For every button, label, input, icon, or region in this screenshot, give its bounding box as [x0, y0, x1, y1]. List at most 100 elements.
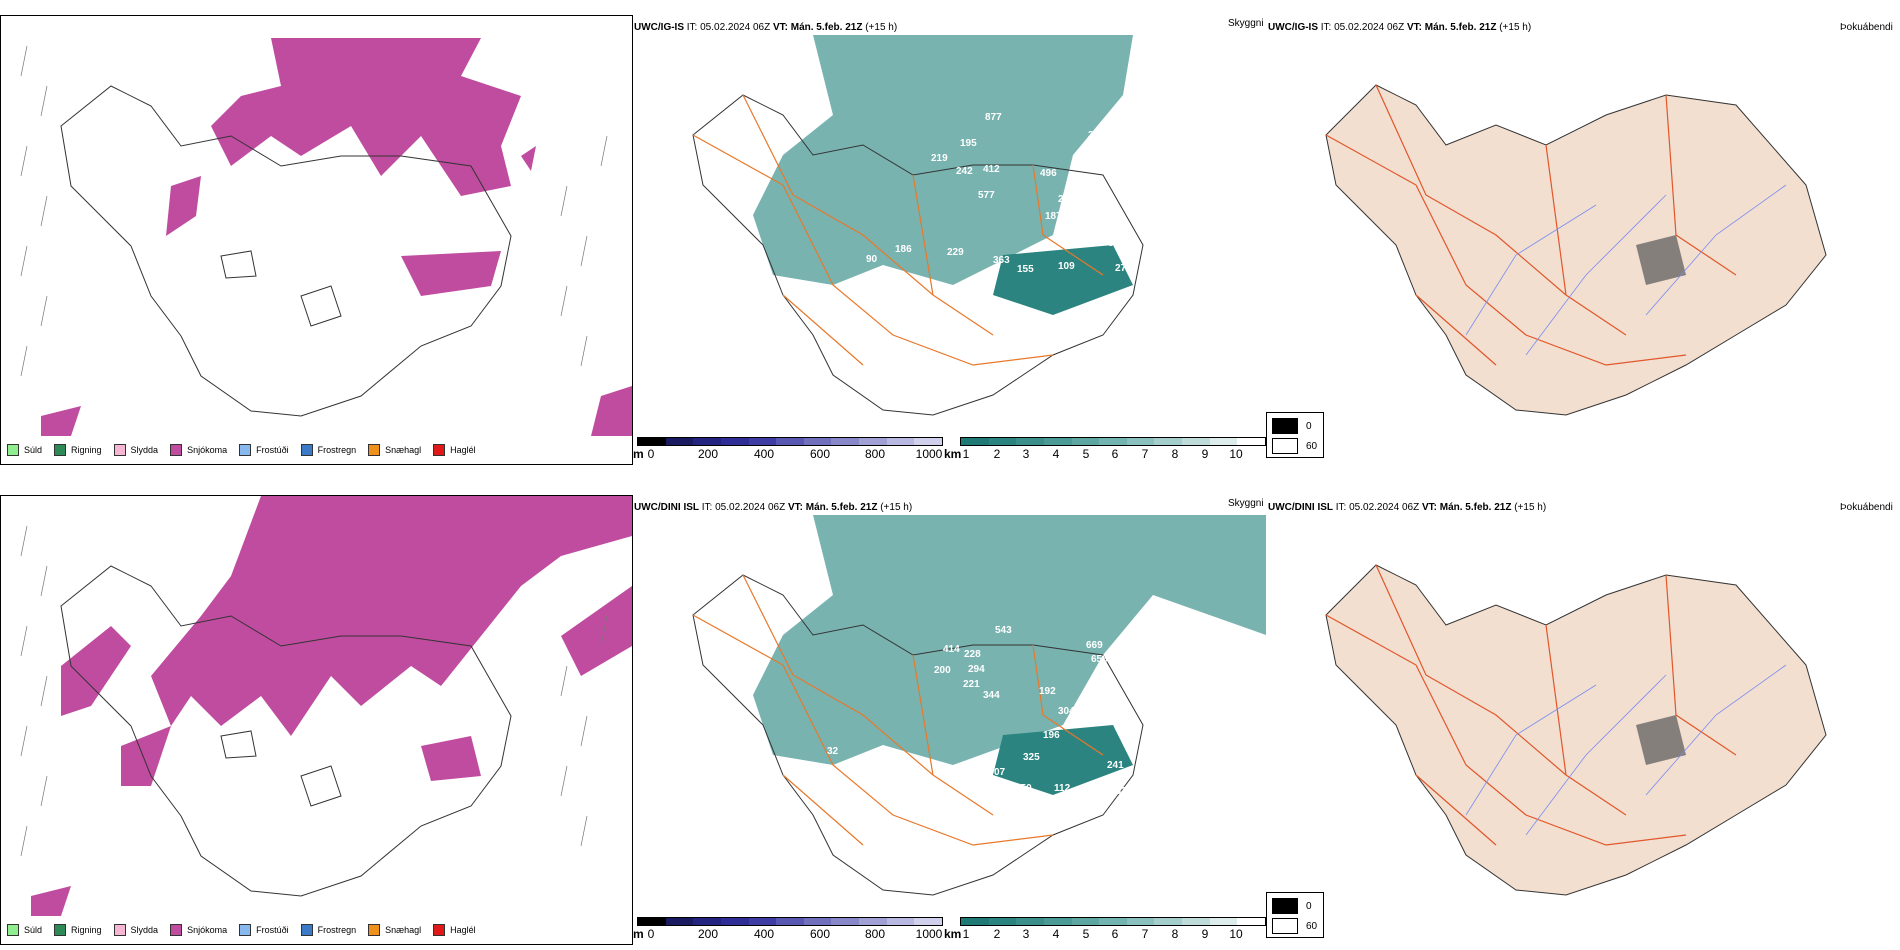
vis-label-3: 228	[964, 649, 981, 660]
visibility-tick: 2	[993, 447, 1001, 461]
vis-label-14: 241	[1107, 760, 1124, 771]
fog-legend-60: 60	[1272, 918, 1317, 934]
precip-type-svg-2	[20, 496, 632, 916]
ceiling-tick: 400	[753, 927, 775, 941]
legend-item-slydda: Slydda	[113, 444, 158, 456]
ceiling-tick: 1000	[915, 447, 943, 461]
vis-label-19: 90	[866, 254, 878, 265]
visibility-tick: 4	[1052, 447, 1060, 461]
map-title-fog-2: UWC/DINI ISL IT: 05.02.2024 06Z VT: Mán.…	[1268, 502, 1547, 513]
vis-label-8: 669	[1086, 640, 1103, 651]
iceland-outline	[692, 94, 1144, 416]
visibility-tick: 1	[962, 927, 970, 941]
vis-label-1: 877	[985, 112, 1002, 123]
visibility-value-labels: 543 414 228 200 294 221 344 669 658 192 …	[827, 625, 1127, 799]
ceiling-tick: 200	[697, 927, 719, 941]
visibility-tick: 5	[1082, 927, 1090, 941]
vis-label-21: 31	[844, 788, 856, 799]
vis-label-10: 187	[1045, 211, 1062, 222]
legend-item-snaehagl: Snæhagl	[368, 444, 421, 456]
visibility-tick: 10	[1229, 447, 1243, 461]
low-visibility-shading	[993, 245, 1133, 315]
row-1: UWC/IG-IS IT: 05.02.2024 06Z VT: Mán. 5.…	[0, 0, 1900, 470]
ceiling-unit: m	[633, 927, 644, 941]
rivers	[1465, 184, 1787, 356]
vis-label-23: 07	[994, 767, 1006, 778]
panel-type-fog-1: Þokuábendi	[1840, 22, 1893, 33]
visibility-tick: 6	[1111, 927, 1119, 941]
roads	[692, 574, 1104, 846]
legend-item-rigning: Rigning	[54, 444, 102, 456]
vis-label-6: 221	[963, 679, 980, 690]
vis-label-16: 228	[893, 760, 910, 771]
panel-type-visibility-1: Skyggni	[1228, 18, 1264, 29]
ceiling-colorbar-segments	[637, 917, 943, 926]
precip-type-map-2: Súld Rigning Slydda Snjókoma Frostúði Fr…	[0, 495, 633, 945]
legend-item-rigning: Rigning	[54, 924, 102, 936]
precip-type-map-1: Súld Rigning Slydda Snjókoma Frostúði Fr…	[0, 15, 633, 465]
legend-item-sudd: Súld	[7, 444, 42, 456]
low-visibility-shading	[993, 725, 1133, 795]
visibility-tick: 9	[1201, 447, 1209, 461]
ceiling-tick: 1000	[915, 927, 943, 941]
fog-legend-0: 0	[1272, 418, 1312, 434]
fog-land-fill	[1325, 564, 1827, 896]
ceiling-colorbar-2: 0 200 400 600 800 1000 m	[633, 917, 943, 941]
vis-label-13: 325	[1023, 752, 1040, 763]
panel-type-fog-2: Þokuábendi	[1840, 502, 1893, 513]
visibility-tick: 8	[1171, 927, 1179, 941]
row-2: UWC/DINI ISL IT: 05.02.2024 06Z VT: Mán.…	[0, 480, 1900, 950]
fog-high-area	[1636, 235, 1686, 285]
vis-label-5: 412	[983, 164, 1000, 175]
ceiling-unit: m	[633, 447, 644, 461]
ceiling-tick: 0	[647, 927, 655, 941]
map-title-fog-1: UWC/IG-IS IT: 05.02.2024 06Z VT: Mán. 5.…	[1268, 22, 1532, 33]
vis-label-3: 219	[931, 153, 948, 164]
vis-label-13: 229	[947, 247, 964, 258]
precip-legend-2: Súld Rigning Slydda Snjókoma Frostúði Fr…	[1, 916, 632, 944]
vis-label-11: 231	[1058, 194, 1075, 205]
visibility-tick: 2	[993, 927, 1001, 941]
visibility-tick: 1	[962, 447, 970, 461]
map-title-visibility-2: UWC/DINI ISL IT: 05.02.2024 06Z VT: Mán.…	[634, 502, 913, 513]
vis-label-22: 32	[827, 746, 839, 757]
vis-label-20: 112	[1054, 783, 1071, 794]
iceland-outline	[60, 565, 512, 897]
legend-item-snaehagl: Snæhagl	[368, 924, 421, 936]
vis-label-7: 344	[983, 690, 1000, 701]
precip-legend-1: Súld Rigning Slydda Snjókoma Frostúði Fr…	[1, 436, 632, 464]
legend-item-snjokoma: Snjókoma	[170, 444, 227, 456]
legend-item-frostregn: Frostregn	[300, 444, 356, 456]
vis-label-19: 250	[1015, 783, 1032, 794]
visibility-colorbar-2: 1 2 3 4 5 6 7 8 9 10 km	[944, 917, 1266, 941]
vis-label-4: 242	[956, 166, 973, 177]
fog-high-area	[1636, 715, 1686, 765]
visibility-colorbar-segments	[960, 437, 1266, 446]
legend-item-frostudi: Frostúði	[239, 444, 289, 456]
visibility-value-labels: 877 195 219 242 412 577 496 379 188 187 …	[866, 112, 1160, 275]
vis-label-5: 294	[968, 664, 985, 675]
fog-map-1	[1325, 84, 1827, 416]
wind-barbs	[20, 525, 608, 857]
legend-item-frostregn: Frostregn	[300, 924, 356, 936]
ceiling-tick: 800	[864, 447, 886, 461]
snow-areas	[41, 38, 632, 436]
vis-label-15: 155	[1017, 264, 1034, 275]
ceiling-tick: 600	[809, 927, 831, 941]
visibility-tick: 7	[1141, 927, 1149, 941]
iceland-outline	[692, 574, 1144, 896]
vis-label-12: 186	[895, 244, 912, 255]
visibility-tick: 9	[1201, 927, 1209, 941]
legend-item-frostudi: Frostúði	[239, 924, 289, 936]
roads	[692, 94, 1104, 366]
sea-visibility-shading	[753, 35, 1133, 285]
precip-type-svg-1	[20, 38, 632, 436]
fog-land-fill	[1325, 84, 1827, 416]
ceiling-tick: 400	[753, 447, 775, 461]
vis-label-11: 304	[1058, 706, 1075, 717]
vis-label-18: 279	[1115, 263, 1132, 274]
map-title-visibility-1: UWC/IG-IS IT: 05.02.2024 06Z VT: Mán. 5.…	[634, 22, 898, 33]
legend-item-slydda: Slydda	[113, 924, 158, 936]
visibility-unit: km	[944, 927, 962, 941]
vis-label-7: 496	[1040, 168, 1057, 179]
